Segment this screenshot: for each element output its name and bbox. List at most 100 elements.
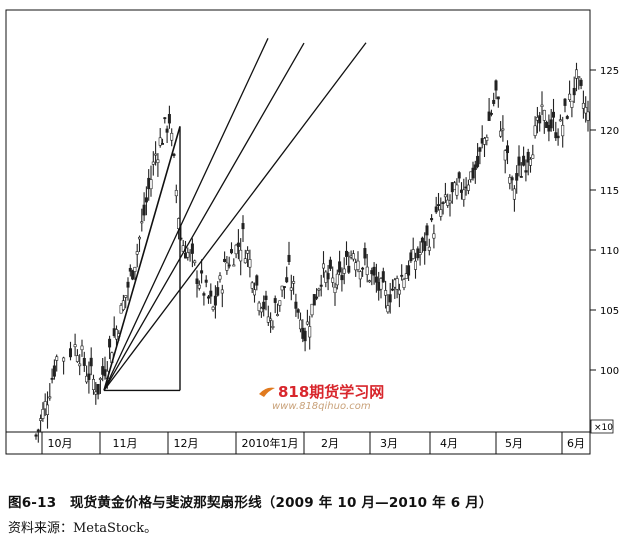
price-candle <box>505 145 509 154</box>
figure-caption: 图6-13 现货黄金价格与斐波那契扇形线（2009 年 10 月—2010 年 … <box>8 495 493 511</box>
price-candle <box>156 159 160 163</box>
price-candle <box>163 117 167 120</box>
price-candle <box>372 266 376 276</box>
price-chart: 100 105 110 115 120 125 10月 11月 12月 2010年1月 2月 3月 4… <box>5 9 619 455</box>
price-candle <box>170 132 174 141</box>
price-candle <box>275 314 279 316</box>
price-candle <box>312 294 316 306</box>
x-tick-label: 2月 <box>321 437 339 450</box>
price-candle <box>563 98 567 106</box>
price-candle <box>48 396 52 399</box>
price-candle <box>379 278 383 290</box>
date-axis: 10月 11月 12月 2010年1月 2月 3月 4月 5月 6月 <box>41 432 585 454</box>
price-candle <box>558 119 562 122</box>
price-candle <box>285 277 289 283</box>
price-candle <box>531 154 535 159</box>
price-candle <box>321 263 325 269</box>
price-candle <box>508 177 512 184</box>
x-tick-label: 2010年1月 <box>242 436 299 450</box>
price-candle <box>448 200 452 204</box>
price-candle <box>331 277 335 283</box>
price-candle <box>577 76 581 78</box>
watermark: 818期货学习网 www.818qihuo.com <box>258 381 384 412</box>
price-candle <box>517 156 521 166</box>
price-candle <box>315 296 319 299</box>
fan-trend-line <box>103 126 181 391</box>
price-candle <box>161 143 165 145</box>
price-candle <box>430 218 434 221</box>
price-candle <box>98 378 102 380</box>
price-candle <box>246 250 250 254</box>
price-candle <box>174 190 178 197</box>
price-candle <box>574 69 578 79</box>
price-candle <box>55 356 59 361</box>
y-tick-label: 100 <box>600 366 619 377</box>
price-candle <box>236 242 240 247</box>
price-candle <box>466 184 470 191</box>
price-candle <box>501 128 505 131</box>
price-candle <box>476 155 480 167</box>
price-candle <box>338 261 342 273</box>
price-candle <box>87 373 91 380</box>
price-candle <box>386 305 390 313</box>
price-candle <box>62 357 66 362</box>
price-candle <box>381 271 385 283</box>
price-candle <box>243 258 247 264</box>
price-candle <box>374 276 378 283</box>
price-candle <box>503 150 507 161</box>
price-candle <box>542 109 546 121</box>
price-candle <box>144 197 148 203</box>
price-candle <box>439 209 443 217</box>
price-candle <box>326 273 330 280</box>
price-candle <box>556 135 560 139</box>
x-tick-label: 5月 <box>505 437 523 450</box>
price-candle <box>39 418 43 421</box>
price-candle <box>365 266 369 276</box>
price-candle <box>579 79 583 86</box>
x-tick-label: 6月 <box>567 437 585 450</box>
fibonacci-fan <box>103 38 367 392</box>
price-candle <box>457 172 461 179</box>
price-candle <box>443 194 447 198</box>
price-axis: 100 105 110 115 120 125 <box>590 66 619 377</box>
x-tick-label: 3月 <box>380 437 398 450</box>
y-tick-label: 115 <box>600 186 619 197</box>
price-candle <box>400 274 404 277</box>
price-candle <box>545 121 549 128</box>
price-candle <box>510 177 514 181</box>
price-candle <box>209 290 213 297</box>
fan-line <box>103 42 305 391</box>
price-candle <box>333 286 337 293</box>
price-candle <box>158 137 162 146</box>
price-candle <box>131 270 135 280</box>
y-tick-label: 125 <box>600 66 619 77</box>
price-candle <box>167 114 171 124</box>
price-candle <box>538 115 542 124</box>
price-candle <box>259 307 263 313</box>
price-candle <box>128 267 132 272</box>
price-candle <box>186 252 190 258</box>
price-candle <box>305 321 309 325</box>
price-candle <box>82 358 86 366</box>
price-candle <box>388 294 392 303</box>
price-candle <box>519 176 523 178</box>
price-candle <box>522 155 526 166</box>
price-candle <box>319 284 323 287</box>
price-candle <box>298 319 302 330</box>
price-candle <box>420 237 424 243</box>
price-candle <box>239 249 243 262</box>
price-candle <box>52 365 56 377</box>
price-candle <box>561 124 565 137</box>
price-candle <box>390 288 394 291</box>
price-candle <box>441 202 445 204</box>
price-candle <box>78 363 82 367</box>
price-candle <box>586 111 590 121</box>
price-candle <box>473 164 477 170</box>
price-candle <box>216 287 220 296</box>
price-candle <box>142 204 146 216</box>
price-candle <box>436 204 440 206</box>
price-candle <box>568 93 572 100</box>
price-candle <box>526 151 530 163</box>
price-candle <box>551 111 555 118</box>
price-candle <box>581 102 585 109</box>
